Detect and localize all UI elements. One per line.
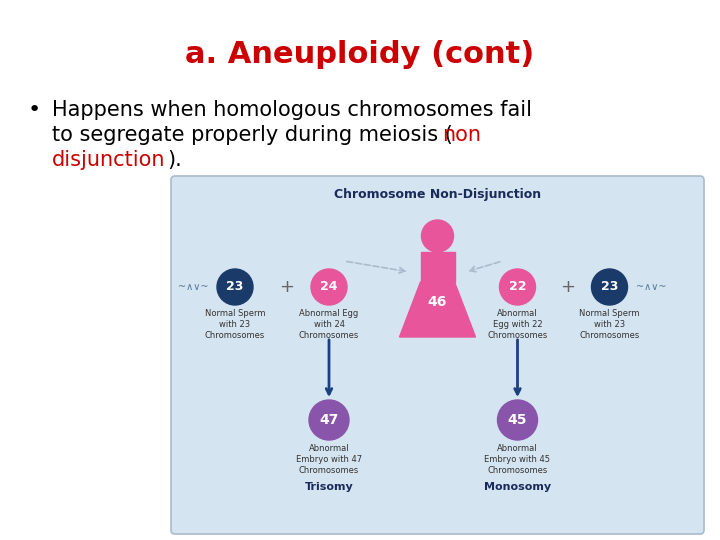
Circle shape (217, 269, 253, 305)
Text: Normal Sperm
with 23
Chromosomes: Normal Sperm with 23 Chromosomes (204, 309, 265, 340)
Text: Abnormal
Embryo with 47
Chromosomes: Abnormal Embryo with 47 Chromosomes (296, 444, 362, 475)
FancyBboxPatch shape (171, 176, 704, 534)
Circle shape (421, 220, 454, 252)
Text: ~∧∨~: ~∧∨~ (178, 282, 208, 292)
Text: Chromosome Non-Disjunction: Chromosome Non-Disjunction (334, 188, 541, 201)
Text: Abnormal
Egg with 22
Chromosomes: Abnormal Egg with 22 Chromosomes (487, 309, 548, 340)
Text: 22: 22 (509, 280, 526, 294)
Circle shape (498, 400, 538, 440)
Text: 45: 45 (508, 413, 527, 427)
Bar (420, 252, 454, 282)
Text: disjunction: disjunction (52, 150, 166, 170)
Text: non: non (442, 125, 481, 145)
Circle shape (311, 269, 347, 305)
Text: 46: 46 (428, 295, 447, 309)
Text: Monosomy: Monosomy (484, 482, 551, 492)
Text: 23: 23 (600, 280, 618, 294)
Text: Abnormal Egg
with 24
Chromosomes: Abnormal Egg with 24 Chromosomes (299, 309, 359, 340)
Text: Happens when homologous chromosomes fail: Happens when homologous chromosomes fail (52, 100, 532, 120)
Polygon shape (400, 282, 475, 337)
Text: Trisomy: Trisomy (305, 482, 354, 492)
Text: to segregate properly during meiosis (: to segregate properly during meiosis ( (52, 125, 453, 145)
Text: 24: 24 (320, 280, 338, 294)
Text: •: • (28, 100, 41, 120)
Text: 47: 47 (319, 413, 338, 427)
Circle shape (500, 269, 536, 305)
Text: ).: ). (167, 150, 181, 170)
Text: +: + (279, 278, 294, 296)
Text: Normal Sperm
with 23
Chromosomes: Normal Sperm with 23 Chromosomes (580, 309, 640, 340)
Text: Abnormal
Embryo with 45
Chromosomes: Abnormal Embryo with 45 Chromosomes (485, 444, 551, 475)
Text: 23: 23 (226, 280, 243, 294)
Circle shape (309, 400, 349, 440)
Text: a. Aneuploidy (cont): a. Aneuploidy (cont) (185, 40, 535, 69)
Text: +: + (560, 278, 575, 296)
Text: ~∧∨~: ~∧∨~ (636, 282, 667, 292)
Circle shape (592, 269, 628, 305)
